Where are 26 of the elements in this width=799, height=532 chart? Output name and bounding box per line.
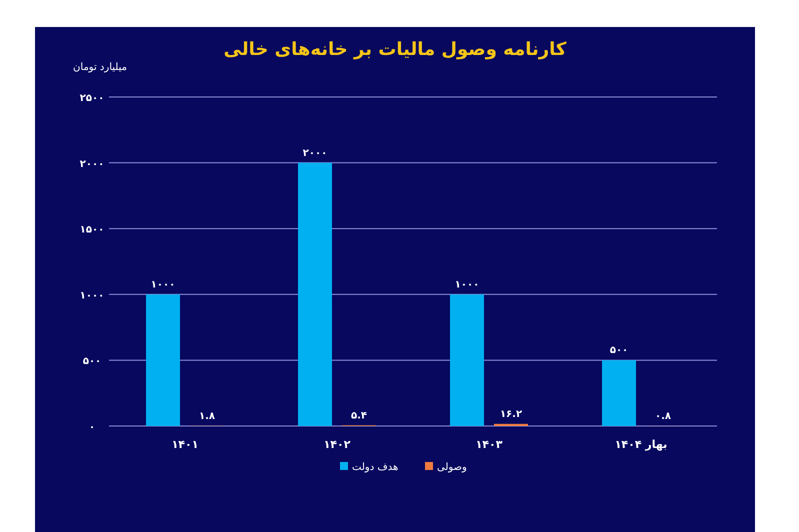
y-tick-label: ۵۰۰	[82, 356, 102, 368]
data-label: ۱۰۰۰	[150, 279, 176, 290]
x-tick-label: بهار ۱۴۰۴	[614, 438, 668, 451]
legend-label: وصولی	[437, 462, 468, 473]
y-tick-label: ۱۰۰۰	[80, 290, 104, 302]
data-label: ۱۰۰۰	[454, 279, 480, 290]
data-label: ۵۰۰	[610, 345, 628, 356]
bar	[602, 360, 636, 426]
legend-label: هدف دولت	[352, 462, 398, 473]
y-axis-title: میلیارد تومان	[73, 62, 127, 73]
data-label: ۰.۸	[654, 410, 672, 422]
bar	[450, 294, 484, 426]
x-tick-label: ۱۴۰۱	[172, 438, 198, 451]
data-label: ۱.۸	[198, 410, 216, 422]
bar	[298, 162, 332, 426]
data-label: ۲۰۰۰	[302, 148, 328, 159]
y-tick-label: ۲۰۰۰	[80, 158, 104, 170]
y-tick-label: ۰	[88, 422, 96, 433]
x-tick-label: ۱۴۰۳	[476, 438, 503, 451]
y-tick-label: ۲۵۰۰	[80, 93, 104, 104]
x-tick-label: ۱۴۰۲	[324, 438, 351, 451]
data-label: ۱۶.۲	[500, 408, 522, 420]
bar	[146, 294, 180, 426]
chart-title: کارنامه وصول مالیات بر خانه‌های خالی	[224, 39, 567, 60]
y-tick-label: ۱۵۰۰	[80, 224, 104, 236]
data-label: ۵.۴	[350, 410, 368, 422]
